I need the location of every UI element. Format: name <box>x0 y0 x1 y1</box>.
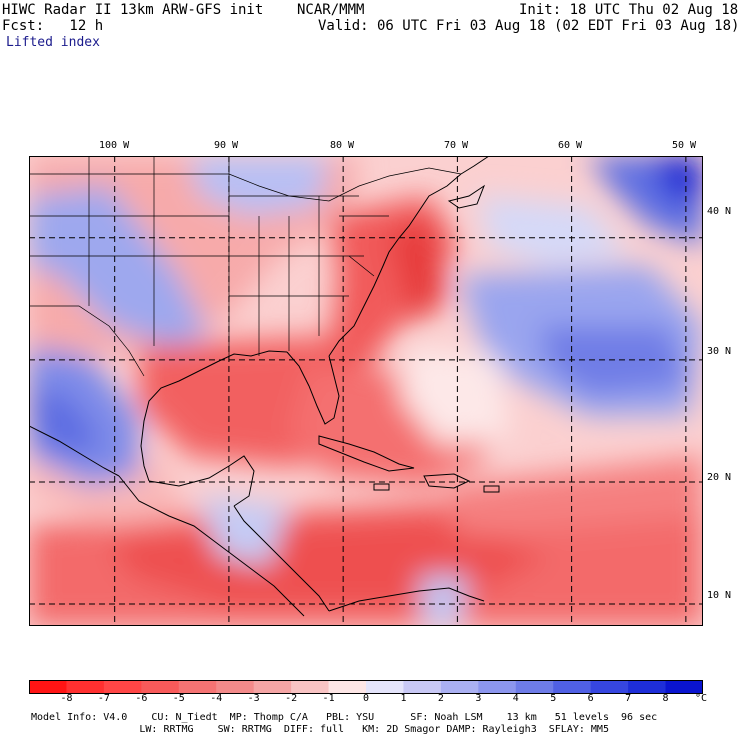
lon-label-100w: 100 W <box>99 140 130 151</box>
color-scale-tick-label: -6 <box>135 693 148 704</box>
color-swatch-16 <box>628 680 667 694</box>
header-title: HIWC Radar II 13km ARW-GFS init NCAR/MMM <box>2 2 365 18</box>
color-swatch-1 <box>66 680 105 694</box>
color-scale-tick-label: 6 <box>587 693 594 704</box>
color-swatch-4 <box>178 680 217 694</box>
color-scale-tick-label: -4 <box>210 693 223 704</box>
political-borders <box>29 156 462 377</box>
model-info-line1: Model Info: V4.0 CU: N_Tiedt MP: Thomp C… <box>31 712 658 723</box>
color-swatch-17 <box>665 680 703 694</box>
color-swatch-10 <box>403 680 442 694</box>
color-swatch-8 <box>328 680 367 694</box>
color-scale-tick-label: 1 <box>400 693 407 704</box>
color-scale-tick-label: 8 <box>662 693 669 704</box>
color-scale-tick-label: 7 <box>625 693 632 704</box>
lat-lon-grid <box>29 156 703 626</box>
color-swatch-6 <box>253 680 292 694</box>
field-name: Lifted index <box>6 35 100 50</box>
color-scale-tick-label: 4 <box>512 693 519 704</box>
color-scale-unit: °C <box>695 693 708 704</box>
lat-label-40n: 40 N <box>707 206 732 217</box>
color-scale-tick-label: -7 <box>97 693 110 704</box>
color-swatch-13 <box>515 680 554 694</box>
color-swatch-3 <box>141 680 180 694</box>
color-swatch-5 <box>216 680 255 694</box>
color-scale-tick-label: -8 <box>60 693 73 704</box>
header-valid-time: Valid: 06 UTC Fri 03 Aug 18 (02 EDT Fri … <box>318 18 740 34</box>
color-swatch-9 <box>366 680 404 694</box>
header-forecast-hour: Fcst: 12 h <box>2 18 104 34</box>
color-scale-tick-label: -3 <box>247 693 260 704</box>
lat-label-30n: 30 N <box>707 346 732 357</box>
color-scale-tick-label: 5 <box>550 693 557 704</box>
lat-label-20n: 20 N <box>707 472 732 483</box>
model-info-line2: LW: RRTMG SW: RRTMG DIFF: full KM: 2D Sm… <box>31 724 609 735</box>
color-swatch-2 <box>103 680 142 694</box>
color-scale-tick-label: -5 <box>172 693 185 704</box>
lon-label-70w: 70 W <box>444 140 469 151</box>
color-swatch-11 <box>440 680 479 694</box>
color-scale-labels: -8 -7 -6 -5 -4 -3 -2 -1 0 1 2 3 4 5 6 7 8 <box>29 693 709 707</box>
color-swatch-12 <box>478 680 517 694</box>
color-scale-tick-label: -2 <box>285 693 298 704</box>
lon-label-50w: 50 W <box>672 140 697 151</box>
color-scale-tick-label: -1 <box>322 693 335 704</box>
lifted-index-field <box>29 156 703 626</box>
color-swatch-15 <box>590 680 629 694</box>
lon-label-90w: 90 W <box>214 140 239 151</box>
header-init-time: Init: 18 UTC Thu 02 Aug 18 <box>519 2 739 18</box>
color-swatch-7 <box>291 680 330 694</box>
coastlines <box>29 156 500 617</box>
lifted-index-map <box>29 156 703 626</box>
color-scale-tick-label: 3 <box>475 693 482 704</box>
lon-label-60w: 60 W <box>558 140 583 151</box>
color-scale-tick-label: 0 <box>363 693 370 704</box>
lon-label-80w: 80 W <box>330 140 355 151</box>
color-swatch-14 <box>553 680 592 694</box>
color-bar-frame <box>29 680 703 694</box>
color-swatch-0 <box>29 680 67 694</box>
lat-label-10n: 10 N <box>707 590 732 601</box>
color-scale-tick-label: 2 <box>437 693 444 704</box>
color-scale-bar <box>29 680 703 694</box>
map-frame <box>29 156 703 626</box>
